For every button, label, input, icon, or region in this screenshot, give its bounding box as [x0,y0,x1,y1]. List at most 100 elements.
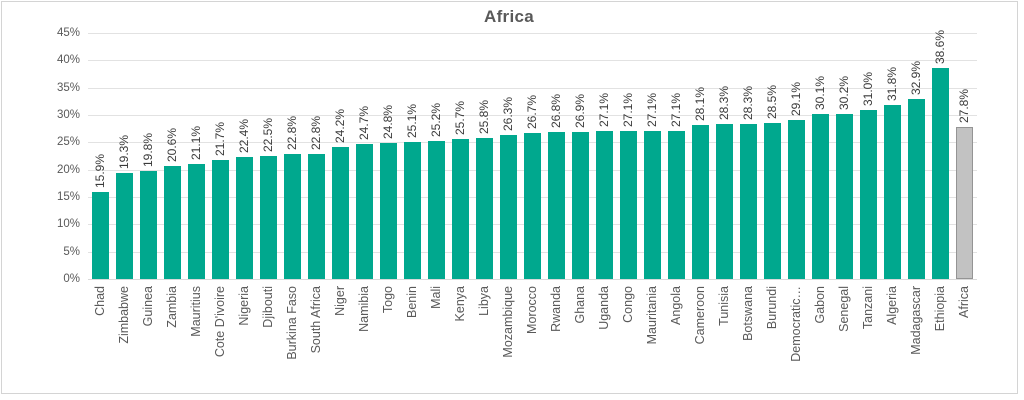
x-axis-label-tanzani: Tanzani [861,286,875,330]
x-axis-label-senegal: Senegal [837,286,851,332]
bar-value-label: 26.9% [573,93,587,128]
gridline [88,88,977,89]
x-axis-label-morocco: Morocco [525,286,539,334]
bar-senegal [836,114,853,279]
x-axis-label-mauritius: Mauritius [189,286,203,337]
bar-niger [332,147,349,279]
bar-tanzani [860,110,877,279]
x-axis-label-tunisia: Tunisia [717,286,731,326]
x-axis-label-ethiopia: Ethiopia [933,286,947,332]
y-axis-tick-label: 10% [56,218,80,230]
bar-value-label: 22.8% [285,115,299,150]
bar-value-label: 24.7% [357,105,371,140]
x-axis-label-ghana: Ghana [573,286,587,324]
bar-mauritania [644,131,661,279]
bar-value-label: 25.1% [405,103,419,138]
bar-value-label: 26.7% [525,94,539,129]
x-axis-label-botswana: Botswana [741,286,755,341]
bar-djibouti [260,156,277,279]
bar-value-label: 24.8% [381,104,395,139]
bar-zambia [164,166,181,279]
y-axis-tick-label: 30% [56,109,80,121]
bar-south-africa [308,154,325,279]
y-axis-tick-label: 40% [56,54,80,66]
x-axis-label-cote-d-ivoire: Cote D'ivoire [213,286,227,358]
x-axis-label-algeria: Algeria [885,286,899,325]
x-axis-label-togo: Togo [381,286,395,314]
gridline [88,115,977,116]
gridline [88,33,977,34]
bar-value-label: 24.2% [333,108,347,143]
bar-value-label: 27.1% [621,92,635,127]
bar-congo [620,131,637,279]
bar-value-label: 30.1% [813,75,827,110]
bar-value-label: 19.8% [141,132,155,167]
bar-algeria [884,105,901,279]
bar-uganda [596,131,613,279]
x-axis-label-mauritania: Mauritania [645,286,659,345]
bar-nigeria [236,157,253,279]
bar-value-label: 19.3% [117,134,131,169]
bar-value-label: 25.7% [453,100,467,135]
bar-value-label: 31.0% [861,71,875,106]
x-axis-label-gabon: Gabon [813,286,827,324]
bar-value-label: 26.3% [501,96,515,131]
gridline [88,60,977,61]
bar-angola [668,131,685,279]
x-axis-label-madagascar: Madagascar [909,286,923,355]
bar-togo [380,143,397,279]
bar-benin [404,142,421,279]
bar-value-label: 26.8% [549,93,563,128]
bar-value-label: 27.1% [669,92,683,127]
x-axis-label-niger: Niger [333,286,347,316]
bar-kenya [452,139,469,279]
bar-value-label: 21.7% [213,121,227,156]
bar-value-label: 31.8% [885,66,899,101]
bar-rwanda [548,132,565,279]
bar-value-label: 27.1% [645,92,659,127]
bar-value-label: 38.6% [933,29,947,64]
bar-burkina-faso [284,154,301,279]
bar-namibia [356,144,373,279]
bar-guinea [140,171,157,279]
x-axis-label-rwanda: Rwanda [549,286,563,332]
x-axis-label-zimbabwe: Zimbabwe [117,286,131,344]
x-axis-label-uganda: Uganda [597,286,611,330]
bar-cameroon [692,125,709,279]
x-axis-label-namibia: Namibia [357,286,371,332]
bar-libya [476,138,493,279]
bar-gabon [812,114,829,279]
x-axis-label-djibouti: Djibouti [261,286,275,328]
bar-value-label: 28.1% [693,86,707,121]
bar-value-label: 22.4% [237,118,251,153]
x-axis-label-kenya: Kenya [453,286,467,322]
x-axis-label-congo: Congo [621,286,635,323]
bar-ghana [572,132,589,279]
x-axis-label-mozambique: Mozambique [501,286,515,358]
x-axis-label-burundi: Burundi [765,286,779,330]
y-axis-tick-label: 35% [56,82,80,94]
bar-value-label: 29.1% [789,81,803,116]
x-axis-label-zambia: Zambia [165,286,179,328]
x-axis-label-benin: Benin [405,286,419,318]
bar-zimbabwe [116,173,133,279]
bar-value-label: 30.2% [837,75,851,110]
bar-ethiopia [932,68,949,279]
bar-mauritius [188,164,205,279]
x-axis-label-angola: Angola [669,286,683,325]
bar-value-label: 28.3% [741,85,755,120]
bar-democratic [788,120,805,279]
bar-africa [956,127,973,279]
bar-value-label: 25.2% [429,102,443,137]
bar-value-label: 15.9% [93,153,107,188]
bar-value-label: 28.5% [765,84,779,119]
bar-value-label: 25.8% [477,99,491,134]
bar-value-label: 21.1% [189,125,203,160]
bar-botswana [740,124,757,279]
y-axis-tick-label: 5% [63,246,80,258]
x-axis-label-south-africa: South Africa [309,286,323,354]
bar-value-label: 32.9% [909,60,923,95]
y-axis-tick-label: 0% [63,273,80,285]
bar-value-label: 22.5% [261,117,275,152]
